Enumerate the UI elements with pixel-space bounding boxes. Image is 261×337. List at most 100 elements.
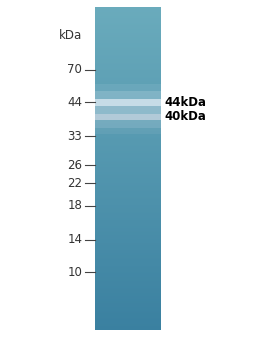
Bar bbox=[95, 77, 161, 78]
Bar bbox=[95, 12, 161, 13]
Bar bbox=[95, 32, 161, 33]
Bar bbox=[95, 18, 161, 19]
Bar bbox=[95, 276, 161, 277]
Bar bbox=[95, 288, 161, 289]
Bar bbox=[95, 280, 161, 281]
Bar bbox=[95, 49, 161, 50]
Bar bbox=[95, 40, 161, 41]
Bar bbox=[95, 110, 161, 111]
Bar bbox=[95, 180, 161, 181]
Bar bbox=[95, 133, 161, 134]
Bar bbox=[95, 48, 161, 49]
Bar bbox=[95, 294, 161, 295]
Bar bbox=[95, 197, 161, 199]
Bar bbox=[95, 57, 161, 59]
Bar bbox=[95, 36, 161, 37]
Bar bbox=[95, 273, 161, 274]
Bar bbox=[95, 189, 161, 190]
Bar bbox=[95, 290, 161, 292]
Bar bbox=[95, 130, 161, 131]
Bar bbox=[95, 136, 161, 137]
Bar bbox=[95, 159, 161, 160]
Bar bbox=[95, 135, 161, 136]
Bar bbox=[95, 174, 161, 175]
Bar bbox=[95, 91, 161, 114]
Bar bbox=[95, 245, 161, 246]
Bar bbox=[95, 37, 161, 38]
Bar bbox=[95, 160, 161, 161]
Bar bbox=[95, 161, 161, 162]
Bar bbox=[95, 303, 161, 304]
Bar bbox=[95, 223, 161, 224]
Bar bbox=[95, 316, 161, 317]
Bar bbox=[95, 257, 161, 258]
Bar bbox=[95, 145, 161, 146]
Bar bbox=[95, 22, 161, 23]
Bar bbox=[95, 92, 161, 93]
Bar bbox=[95, 73, 161, 75]
Bar bbox=[95, 140, 161, 141]
Bar bbox=[95, 21, 161, 22]
Bar bbox=[95, 143, 161, 144]
Bar bbox=[95, 266, 161, 267]
Bar bbox=[95, 241, 161, 242]
Bar bbox=[95, 152, 161, 153]
Bar bbox=[95, 265, 161, 266]
Bar bbox=[95, 200, 161, 201]
Bar bbox=[95, 183, 161, 184]
Bar bbox=[95, 103, 161, 104]
Bar bbox=[95, 52, 161, 53]
Bar bbox=[95, 141, 161, 142]
Bar bbox=[95, 293, 161, 294]
Bar bbox=[95, 65, 161, 66]
Bar bbox=[95, 173, 161, 174]
Bar bbox=[95, 320, 161, 321]
Bar bbox=[95, 248, 161, 249]
Bar bbox=[95, 63, 161, 64]
Text: 44kDa: 44kDa bbox=[164, 96, 206, 109]
Bar bbox=[95, 127, 161, 129]
Bar bbox=[95, 234, 161, 235]
Bar bbox=[95, 80, 161, 81]
Bar bbox=[95, 111, 161, 113]
Bar bbox=[95, 260, 161, 261]
Bar bbox=[95, 84, 161, 120]
Bar bbox=[95, 166, 161, 167]
Bar bbox=[95, 96, 161, 97]
Bar bbox=[95, 122, 161, 123]
Text: 22: 22 bbox=[67, 177, 82, 189]
Bar bbox=[95, 19, 161, 20]
Bar bbox=[95, 176, 161, 177]
Bar bbox=[95, 318, 161, 319]
Bar bbox=[95, 258, 161, 259]
Bar bbox=[95, 138, 161, 140]
Bar bbox=[95, 221, 161, 222]
Bar bbox=[95, 311, 161, 312]
Bar bbox=[95, 289, 161, 290]
Bar bbox=[95, 11, 161, 12]
Bar bbox=[95, 254, 161, 255]
Bar bbox=[95, 251, 161, 253]
Bar bbox=[95, 51, 161, 52]
Bar bbox=[95, 194, 161, 195]
Bar bbox=[95, 287, 161, 288]
Bar bbox=[95, 231, 161, 232]
Bar bbox=[95, 192, 161, 193]
Bar bbox=[95, 75, 161, 76]
Bar bbox=[95, 42, 161, 43]
Bar bbox=[95, 99, 161, 100]
Bar bbox=[95, 310, 161, 311]
Bar bbox=[95, 312, 161, 313]
Bar bbox=[95, 151, 161, 152]
Bar bbox=[95, 116, 161, 117]
Bar bbox=[95, 147, 161, 148]
Bar bbox=[95, 94, 161, 95]
Text: 10: 10 bbox=[67, 266, 82, 278]
Bar bbox=[95, 328, 161, 329]
Bar bbox=[95, 206, 161, 207]
Bar bbox=[95, 170, 161, 171]
Bar bbox=[95, 277, 161, 278]
Bar bbox=[95, 193, 161, 194]
Bar bbox=[95, 118, 161, 119]
Bar bbox=[95, 309, 161, 310]
